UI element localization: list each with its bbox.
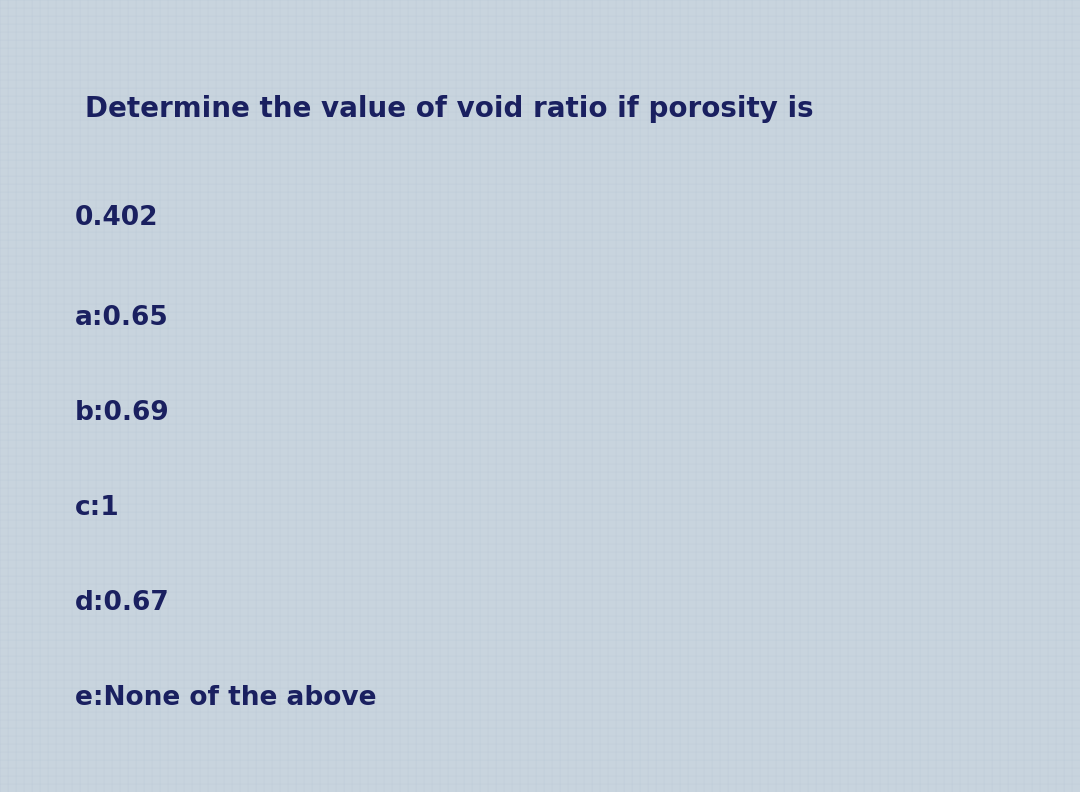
Text: e:None of the above: e:None of the above (75, 685, 377, 711)
Text: a:0.65: a:0.65 (75, 305, 168, 331)
Text: 0.402: 0.402 (75, 205, 159, 231)
Text: Determine the value of void ratio if porosity is: Determine the value of void ratio if por… (85, 95, 813, 123)
Text: d:0.67: d:0.67 (75, 590, 170, 616)
Text: c:1: c:1 (75, 495, 120, 521)
Text: b:0.69: b:0.69 (75, 400, 170, 426)
